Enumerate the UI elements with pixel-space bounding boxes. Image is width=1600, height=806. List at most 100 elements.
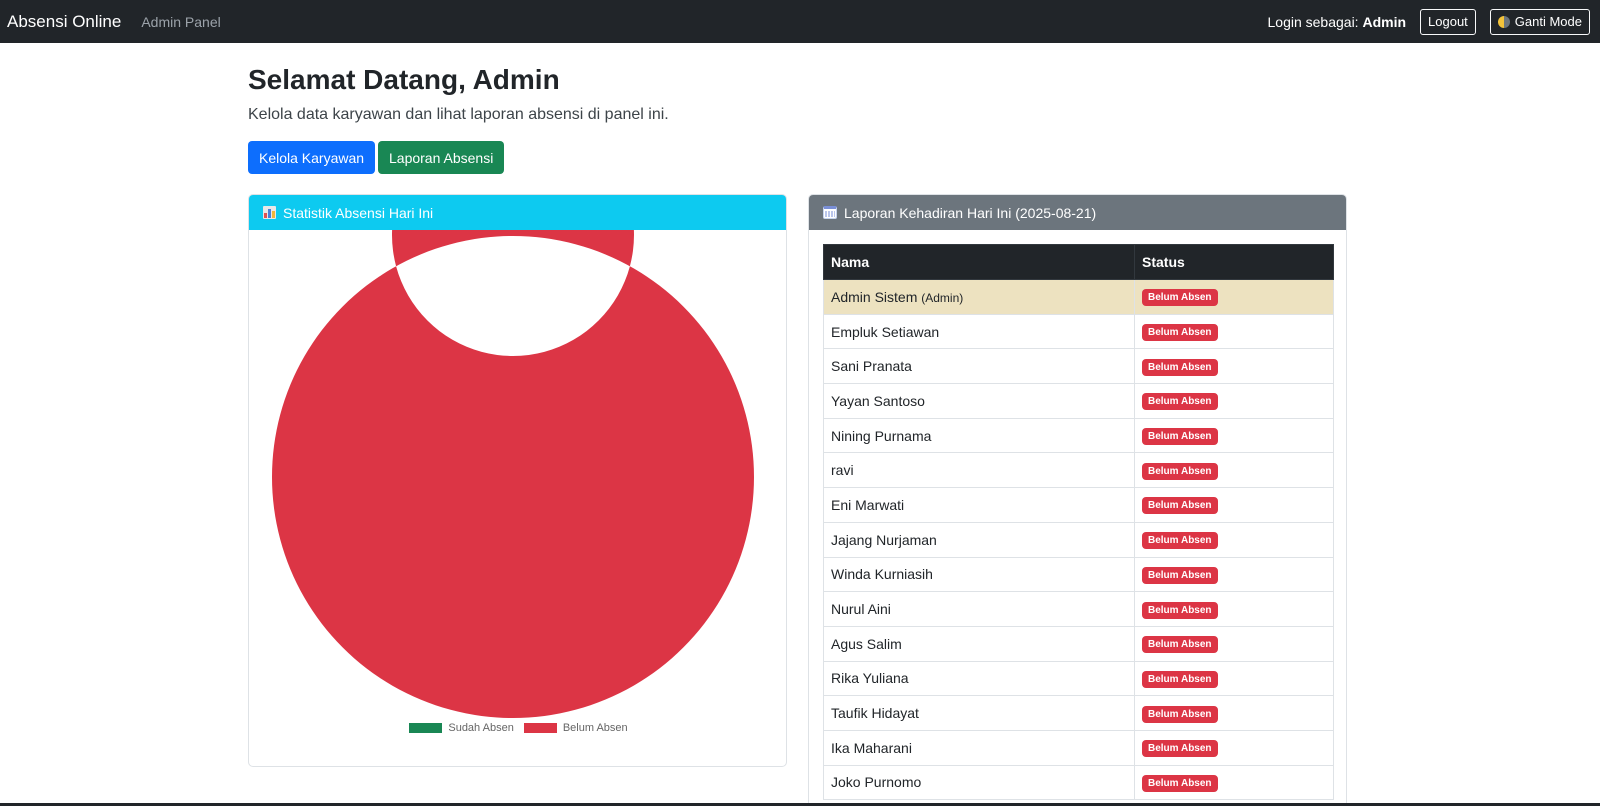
table-row: ravi Belum Absen	[823, 452, 1334, 489]
table-header-row: Nama Status	[823, 244, 1334, 280]
table-row: Agus Salim Belum Absen	[823, 625, 1334, 662]
employee-name-cell: Joko Purnomo	[823, 764, 1135, 801]
status-badge: Belum Absen	[1142, 358, 1218, 376]
legend-label-belum: Belum Absen	[562, 722, 628, 734]
legend-item-sudah[interactable]: Sudah Absen	[409, 722, 514, 734]
status-cell: Belum Absen	[1134, 348, 1334, 385]
status-badge: Belum Absen	[1142, 566, 1218, 584]
status-badge: Belum Absen	[1142, 324, 1218, 342]
status-cell: Belum Absen	[1134, 729, 1334, 766]
attendance-report-button[interactable]: Laporan Absensi	[378, 141, 505, 174]
employee-name: Empluk Setiawan	[831, 323, 940, 340]
employee-name-cell: Yayan Santoso	[823, 383, 1135, 419]
status-badge: Belum Absen	[1142, 497, 1218, 515]
status-cell: Belum Absen	[1134, 521, 1334, 558]
status-badge: Belum Absen	[1142, 740, 1218, 758]
column-header-status: Status	[1134, 244, 1334, 280]
status-cell: Belum Absen	[1134, 764, 1334, 801]
status-badge: Belum Absen	[1142, 462, 1218, 480]
attendance-card-header: Laporan Kehadiran Hari Ini (2025-08-21)	[809, 195, 1346, 230]
navbar: Absensi Online Admin Panel Login sebagai…	[0, 0, 1600, 43]
donut-slice-1[interactable]	[272, 195, 754, 718]
table-row: Winda Kurniasih Belum Absen	[823, 556, 1334, 593]
status-cell: Belum Absen	[1134, 279, 1334, 315]
page-title: Selamat Datang, Admin	[248, 64, 560, 95]
attendance-card: Laporan Kehadiran Hari Ini (2025-08-21) …	[808, 194, 1347, 806]
status-cell: Belum Absen	[1134, 625, 1334, 662]
calendar-icon	[823, 206, 837, 219]
status-badge: Belum Absen	[1142, 393, 1218, 411]
table-row: Jajang Nurjaman Belum Absen	[823, 521, 1334, 558]
status-badge: Belum Absen	[1142, 428, 1218, 446]
table-row: Empluk Setiawan Belum Absen	[823, 313, 1334, 350]
status-badge: Belum Absen	[1142, 636, 1218, 654]
status-cell: Belum Absen	[1134, 383, 1334, 419]
employee-name-cell: Nining Purnama	[823, 417, 1135, 454]
employee-name-cell: ravi	[823, 452, 1135, 489]
employee-name-cell: Ika Maharani	[823, 729, 1135, 766]
employee-name-cell: Jajang Nurjaman	[823, 521, 1135, 558]
table-row: Nining Purnama Belum Absen	[823, 417, 1334, 454]
statistics-card: Statistik Absensi Hari Ini Sudah Absen B…	[248, 194, 787, 767]
employee-name: Nurul Aini	[831, 601, 891, 618]
employee-name: Admin Sistem	[831, 288, 918, 305]
employee-name-cell: Winda Kurniasih	[823, 556, 1135, 593]
employee-name: Sani Pranata	[831, 358, 912, 375]
brand-link[interactable]: Absensi Online	[7, 11, 122, 31]
employee-name: Joko Purnomo	[831, 774, 922, 791]
employee-role: (Admin)	[921, 290, 964, 305]
table-row: Rika Yuliana Belum Absen	[823, 660, 1334, 697]
employee-name: Jajang Nurjaman	[831, 531, 937, 548]
employee-name: Taufik Hidayat	[831, 705, 919, 722]
column-header-name: Nama	[823, 244, 1135, 280]
employee-name-cell: Sani Pranata	[823, 348, 1135, 385]
login-user: Admin	[1362, 13, 1407, 30]
attendance-table-wrap: Nama Status Admin Sistem (Admin) Belum Ab…	[823, 244, 1334, 801]
employee-name-cell: Eni Marwati	[823, 487, 1135, 523]
status-badge: Belum Absen	[1142, 774, 1218, 792]
status-cell: Belum Absen	[1134, 417, 1334, 454]
table-row: Admin Sistem (Admin) Belum Absen	[823, 279, 1334, 315]
employee-name: Rika Yuliana	[831, 670, 909, 687]
employee-name: Yayan Santoso	[831, 392, 925, 409]
navbar-right: Login sebagai: Admin Logout Ganti Mode	[1268, 0, 1600, 43]
table-row: Nurul Aini Belum Absen	[823, 591, 1334, 627]
employee-name-cell: Taufik Hidayat	[823, 695, 1135, 731]
employee-name-cell: Admin Sistem (Admin)	[823, 279, 1135, 315]
logout-button[interactable]: Logout	[1420, 8, 1476, 35]
table-row: Sani Pranata Belum Absen	[823, 348, 1334, 385]
status-cell: Belum Absen	[1134, 487, 1334, 523]
theme-toggle-button[interactable]: Ganti Mode	[1489, 8, 1590, 35]
status-badge: Belum Absen	[1142, 705, 1218, 723]
employee-name-cell: Nurul Aini	[823, 591, 1135, 627]
chart-legend: Sudah Absen Belum Absen	[249, 722, 786, 734]
attendance-card-title: Laporan Kehadiran Hari Ini (2025-08-21)	[844, 204, 1097, 221]
status-cell: Belum Absen	[1134, 695, 1334, 731]
manage-employees-button[interactable]: Kelola Karyawan	[248, 141, 376, 174]
status-cell: Belum Absen	[1134, 452, 1334, 489]
table-row: Ika Maharani Belum Absen	[823, 729, 1334, 766]
employee-name-cell: Agus Salim	[823, 625, 1135, 662]
bar-chart-icon	[263, 206, 276, 219]
bottom-edge	[0, 803, 1600, 806]
login-label: Login sebagai:	[1267, 13, 1359, 30]
status-cell: Belum Absen	[1134, 660, 1334, 697]
attendance-table: Nama Status Admin Sistem (Admin) Belum Ab…	[823, 244, 1334, 801]
status-cell: Belum Absen	[1134, 591, 1334, 627]
status-cell: Belum Absen	[1134, 313, 1334, 350]
employee-name-cell: Rika Yuliana	[823, 660, 1135, 697]
status-badge: Belum Absen	[1142, 670, 1218, 688]
status-cell: Belum Absen	[1134, 556, 1334, 593]
attendance-table-body: Admin Sistem (Admin) Belum Absen Empluk Se…	[823, 279, 1334, 801]
employee-name: Agus Salim	[831, 635, 902, 652]
legend-item-belum[interactable]: Belum Absen	[523, 722, 628, 734]
legend-label-sudah: Sudah Absen	[448, 722, 514, 734]
employee-name: Nining Purnama	[831, 427, 932, 444]
status-badge: Belum Absen	[1142, 532, 1218, 550]
statistics-card-header: Statistik Absensi Hari Ini	[249, 195, 786, 230]
employee-name: Eni Marwati	[831, 496, 905, 513]
admin-panel-link[interactable]: Admin Panel	[141, 13, 221, 30]
login-info: Login sebagai: Admin	[1268, 14, 1407, 30]
doughnut-chart: Sudah Absen Belum Absen	[249, 195, 786, 766]
half-moon-icon	[1497, 15, 1510, 28]
